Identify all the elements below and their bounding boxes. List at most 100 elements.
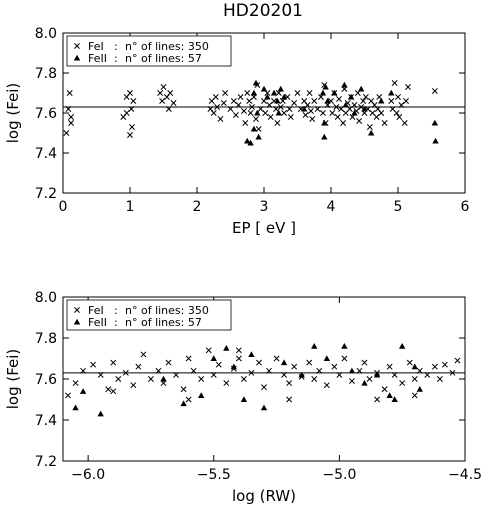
rw-plot: −6.0 −5.5 −5.0 −4.5 7.2 7.4 7.6 7.8 8.0 log (RW) l… [4, 290, 482, 505]
data-point-fei [262, 110, 269, 116]
data-point-fei [329, 110, 336, 116]
y-tick-label: 7.2 [35, 186, 57, 202]
data-point-feii [260, 85, 268, 92]
data-point-fei [393, 110, 400, 116]
data-point-feii [378, 97, 385, 104]
data-point-feii [351, 109, 358, 116]
data-point-fei [235, 355, 242, 362]
legend-text: n° of lines: 57 [125, 316, 202, 329]
data-point-feii [255, 133, 262, 140]
data-point-feii [321, 119, 328, 126]
data-point-fei [214, 104, 221, 110]
data-point-fei [210, 371, 217, 378]
data-point-fei [212, 94, 219, 100]
data-point-fei [165, 359, 172, 366]
data-point-feii [388, 89, 395, 96]
y-axis-label: log (Fei) [4, 83, 22, 144]
data-point-feii [323, 355, 331, 362]
data-point-fei [74, 307, 80, 313]
data-point-fei [323, 382, 330, 389]
data-point-fei [374, 396, 381, 403]
data-point-feii [311, 343, 318, 349]
data-point-fei [122, 369, 129, 376]
data-point-fei [220, 100, 227, 106]
data-point-fei [170, 100, 177, 106]
data-point-fei [381, 386, 388, 393]
data-point-fei [386, 363, 393, 370]
data-point-fei [246, 98, 253, 104]
data-point-fei [431, 88, 438, 94]
data-point-feii [321, 133, 328, 140]
data-point-fei [230, 98, 237, 104]
data-point-fei [210, 110, 217, 116]
data-point-fei [130, 382, 137, 389]
x-tick-label: −5.0 [322, 467, 356, 483]
data-point-fei [235, 347, 242, 354]
data-point-feii [264, 93, 271, 100]
data-point-fei [257, 106, 264, 112]
data-point-fei [255, 126, 262, 132]
data-point-fei [273, 106, 280, 112]
data-point-fei [436, 376, 443, 382]
data-point-fei [266, 367, 272, 374]
data-point-feii [432, 137, 439, 144]
data-point-fei [411, 392, 418, 399]
x-tick-label: 3 [260, 199, 269, 215]
data-point-fei [68, 120, 74, 126]
data-point-fei [248, 369, 255, 376]
data-point-fei [399, 380, 406, 387]
x-tick-label: 5 [394, 199, 403, 215]
data-point-feii [357, 85, 365, 92]
data-point-feii [250, 89, 258, 96]
data-point-fei [198, 376, 205, 382]
data-point-fei [331, 363, 338, 370]
data-point-fei [72, 380, 79, 387]
data-point-fei [366, 124, 373, 130]
data-point-fei [302, 112, 309, 118]
data-point-fei [261, 384, 267, 391]
data-point-fei [66, 90, 73, 96]
data-point-feii [341, 81, 348, 88]
data-point-fei [341, 355, 348, 362]
data-point-fei [416, 367, 423, 374]
data-point-feii [97, 410, 104, 417]
data-point-fei [398, 102, 405, 108]
x-tick-label: 4 [327, 199, 336, 215]
data-point-fei [232, 112, 239, 118]
legend-box [66, 35, 232, 67]
data-point-fei [401, 120, 408, 126]
data-point-fei [449, 369, 456, 376]
data-point-feii [73, 318, 81, 325]
data-point-fei [253, 116, 259, 122]
data-point-fei [140, 351, 147, 358]
data-point-feii [160, 375, 167, 382]
data-point-fei [97, 371, 104, 378]
data-point-fei [65, 392, 71, 399]
data-point-fei [215, 361, 222, 368]
data-point-fei [155, 367, 162, 374]
data-point-feii [244, 137, 251, 144]
data-point-feii [79, 388, 87, 394]
legend-text: n° of lines: 57 [125, 52, 202, 65]
data-point-fei [291, 363, 298, 370]
data-point-fei [128, 106, 135, 112]
data-point-fei [274, 120, 281, 126]
data-point-feii [280, 359, 288, 366]
data-point-feii [361, 105, 368, 112]
y-tick-label: 8.0 [35, 26, 57, 42]
data-point-fei [373, 114, 380, 120]
data-point-feii [254, 109, 261, 116]
data-point-fei [167, 90, 174, 96]
x-tick-label: 2 [193, 199, 202, 215]
data-point-fei [309, 116, 316, 122]
data-point-feii [223, 345, 230, 351]
x-axis-label: log (RW) [232, 487, 296, 505]
data-point-fei [223, 380, 230, 387]
x-tick-label: −6.0 [71, 467, 105, 483]
data-point-fei [277, 104, 284, 110]
data-point-fei [286, 396, 293, 403]
legend-box [66, 299, 232, 331]
data-point-fei [391, 371, 398, 378]
y-tick-label: 7.4 [35, 413, 57, 429]
x-tick-label: 1 [126, 199, 135, 215]
